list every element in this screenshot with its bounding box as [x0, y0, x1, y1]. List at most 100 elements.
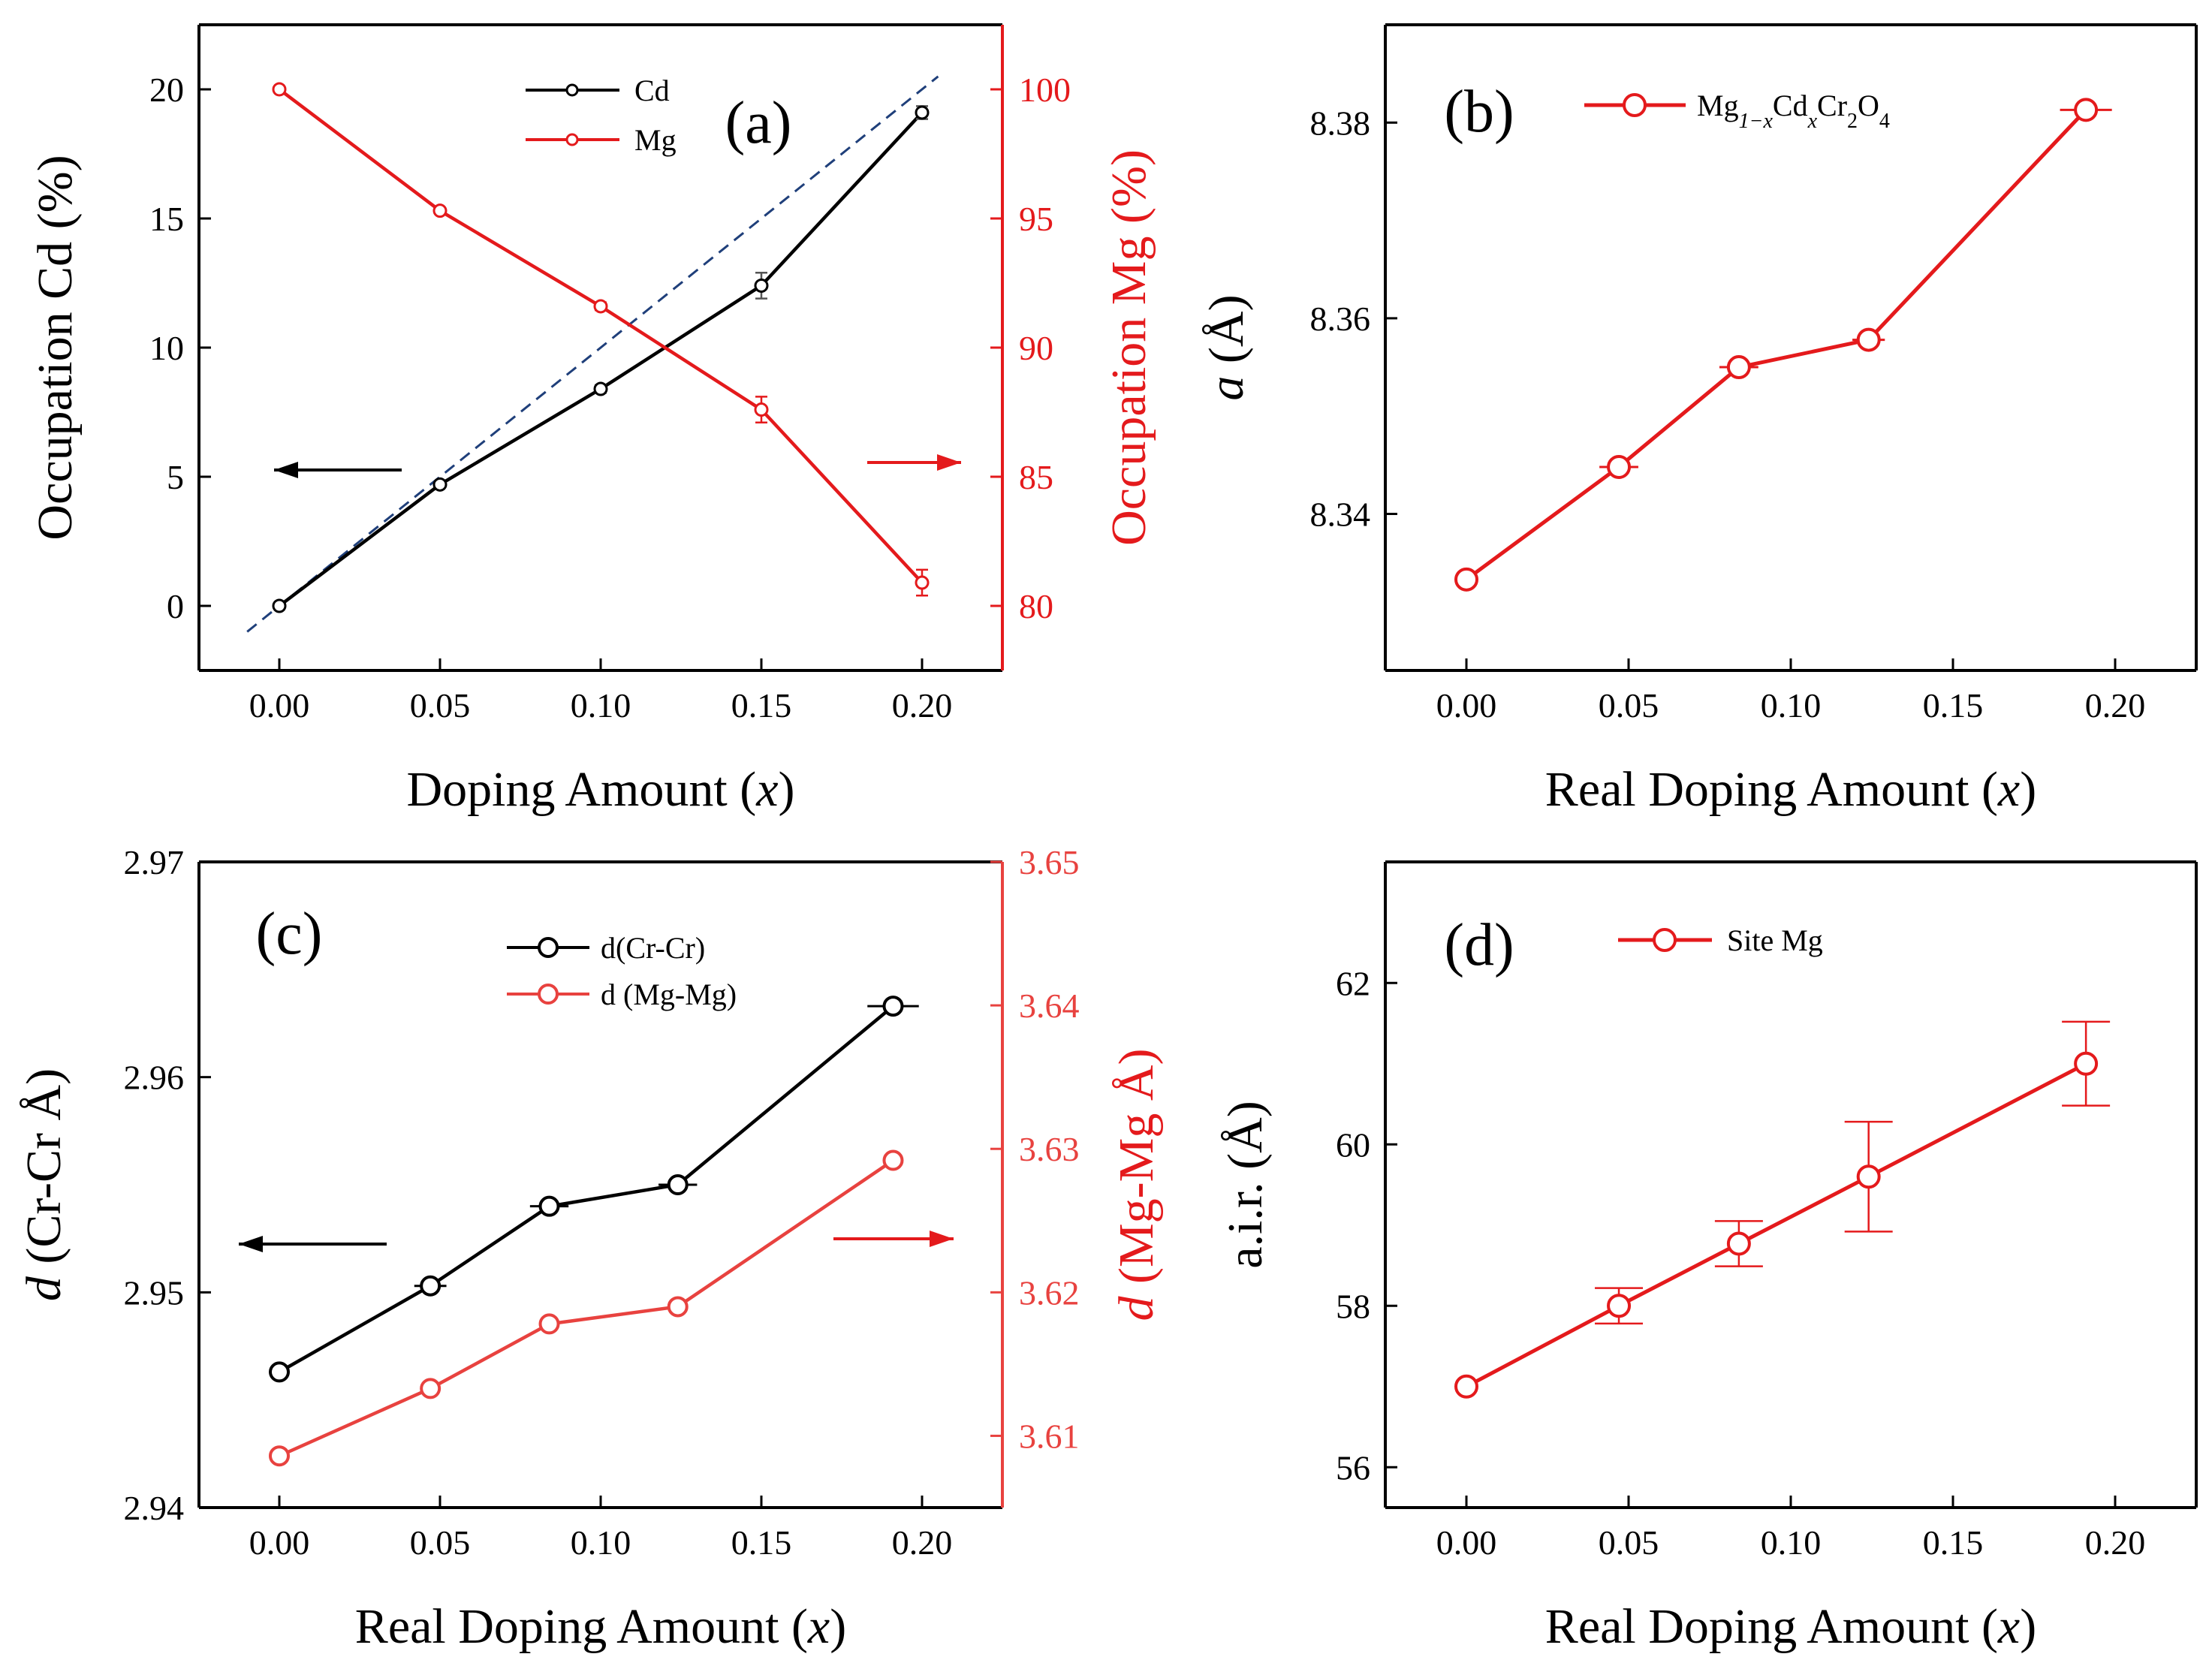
y-axis-label-right-part: (Mg-Mg Å) [1109, 1049, 1164, 1284]
y-axis-label-right-part [1109, 1284, 1164, 1297]
panel-label: (b) [1444, 79, 1514, 145]
y-axis-label-left: d (Cr-Cr Å) [17, 1068, 71, 1301]
legend-label: Cd [634, 74, 670, 107]
panel-b: 0.00 0.05 0.10 0.15 0.20 Real Doping Amount (… [1199, 23, 2198, 817]
y2-tick-label: 100 [1019, 71, 1071, 109]
panel-c: 0.00 0.05 0.10 0.15 0.20 Real Doping Amount (… [17, 843, 1164, 1654]
data-point [565, 133, 579, 146]
x-tick-label: 0.05 [410, 686, 471, 725]
x-axis-label: Real Doping Amount (x) [1545, 762, 2036, 817]
x-axis-label-var: x [1997, 762, 2020, 817]
right-axis-arrow-head [937, 454, 961, 471]
x-axis-label: Doping Amount (x) [407, 762, 795, 817]
x-axis-label: Real Doping Amount (x) [1545, 1599, 2036, 1654]
y-tick-label: 15 [149, 200, 184, 238]
data-point [1856, 1164, 1881, 1189]
data-point [538, 1313, 560, 1335]
x-axis-label-text: Real Doping Amount ( [1545, 1599, 1998, 1654]
x-tick-label: 0.20 [892, 686, 953, 725]
x-tick-label: 0.05 [1599, 1523, 1659, 1562]
y-axis-label-part: (Å) [1199, 294, 1254, 363]
y-tick-label: 56 [1336, 1448, 1370, 1487]
data-point [1726, 355, 1751, 380]
data-point [432, 477, 448, 492]
data-point [420, 1275, 441, 1297]
data-point [1653, 928, 1677, 952]
y2-tick-label: 3.62 [1019, 1273, 1080, 1312]
data-point [1623, 93, 1647, 117]
data-point [2074, 98, 2099, 122]
x-tick-label: 0.15 [731, 686, 792, 725]
y-axis-label-right: d (Mg-Mg Å) [1109, 1049, 1164, 1321]
x-tick-label: 0.00 [1436, 1523, 1497, 1562]
y-axis-label-left-part: (Cr-Cr Å) [17, 1068, 71, 1264]
legend-label-part: O [1858, 89, 1879, 122]
data-point [754, 278, 769, 293]
data-point [754, 402, 769, 417]
x-axis-label-text: Doping Amount ( [407, 762, 757, 817]
data-point [1454, 1374, 1478, 1399]
legend-label: d(Cr-Cr) [601, 931, 705, 965]
data-point [565, 83, 579, 97]
x-tick-label: 0.10 [571, 686, 631, 725]
left-axis-arrow-head [239, 1236, 263, 1252]
legend-label: Mg1−xCdxCr2O4 [1697, 89, 1890, 133]
data-point [538, 984, 559, 1005]
x-tick-label: 0.15 [1923, 686, 1984, 725]
data-point [915, 575, 930, 590]
legend-label-part: 1−x [1739, 110, 1774, 133]
data-point [915, 105, 930, 120]
left-axis-arrow-head [274, 462, 298, 478]
y-tick-label: 2.96 [124, 1059, 185, 1097]
x-tick-label: 0.00 [249, 686, 310, 725]
data-point [432, 203, 448, 218]
y-tick-label: 58 [1336, 1287, 1370, 1325]
y-axis-label-left-part: d [17, 1276, 71, 1301]
y2-tick-label: 90 [1019, 329, 1053, 367]
series-line [279, 1158, 894, 1458]
y2-tick-label: 95 [1019, 200, 1053, 238]
y-axis-label-part [1199, 363, 1254, 376]
y2-tick-label: 3.65 [1019, 843, 1080, 881]
y-tick-label: 10 [149, 329, 184, 367]
y-axis-label-left-part [17, 1264, 71, 1277]
panel-a: 0.00 0.05 0.10 0.15 0.20 Doping Amount (x) 0 5 1… [28, 23, 1156, 817]
y-axis-label-part: a.i.r. (Å) [1218, 1101, 1273, 1269]
data-point [538, 1195, 560, 1217]
y-axis-label-right-part: d [1109, 1295, 1164, 1321]
x-tick-label: 0.05 [410, 1523, 471, 1562]
x-axis-label-var: x [755, 762, 778, 817]
y-tick-label: 62 [1336, 964, 1370, 1002]
data-point [882, 996, 904, 1017]
legend-label-part: x [1807, 110, 1818, 133]
x-axis-label: Real Doping Amount (x) [355, 1599, 846, 1654]
x-axis-label-text: Real Doping Amount ( [355, 1599, 808, 1654]
x-axis-label-end: ) [2020, 1599, 2036, 1654]
x-axis-label-end: ) [779, 762, 795, 817]
y-tick-label: 8.36 [1310, 300, 1371, 338]
y2-tick-label: 3.61 [1019, 1417, 1080, 1455]
series-line [1465, 108, 2087, 581]
y2-tick-label: 3.64 [1019, 987, 1080, 1025]
panel-label: (c) [256, 901, 323, 967]
x-tick-label: 0.20 [2085, 1523, 2146, 1562]
data-point [882, 1149, 904, 1171]
x-tick-label: 0.10 [1761, 1523, 1822, 1562]
panel-label: (a) [725, 90, 792, 156]
y2-tick-label: 85 [1019, 458, 1053, 496]
y-axis-label-left-part: Occupation Cd (%) [28, 155, 83, 540]
y-axis-label-right-part: Occupation Mg (%) [1101, 149, 1156, 546]
legend-label: Mg [634, 123, 677, 157]
legend-label-part: Cd [1773, 89, 1808, 122]
y-tick-label: 2.97 [124, 843, 185, 881]
y-axis-label-left: Occupation Cd (%) [28, 155, 83, 540]
data-point [269, 1445, 290, 1467]
data-point [593, 381, 608, 396]
x-tick-label: 0.20 [2085, 686, 2146, 725]
x-axis-label-var: x [1997, 1599, 2020, 1654]
x-axis-label-end: ) [2020, 762, 2036, 817]
y-tick-label: 60 [1336, 1125, 1370, 1164]
x-axis-label-text: Real Doping Amount ( [1545, 762, 1998, 817]
data-point [1856, 327, 1881, 352]
